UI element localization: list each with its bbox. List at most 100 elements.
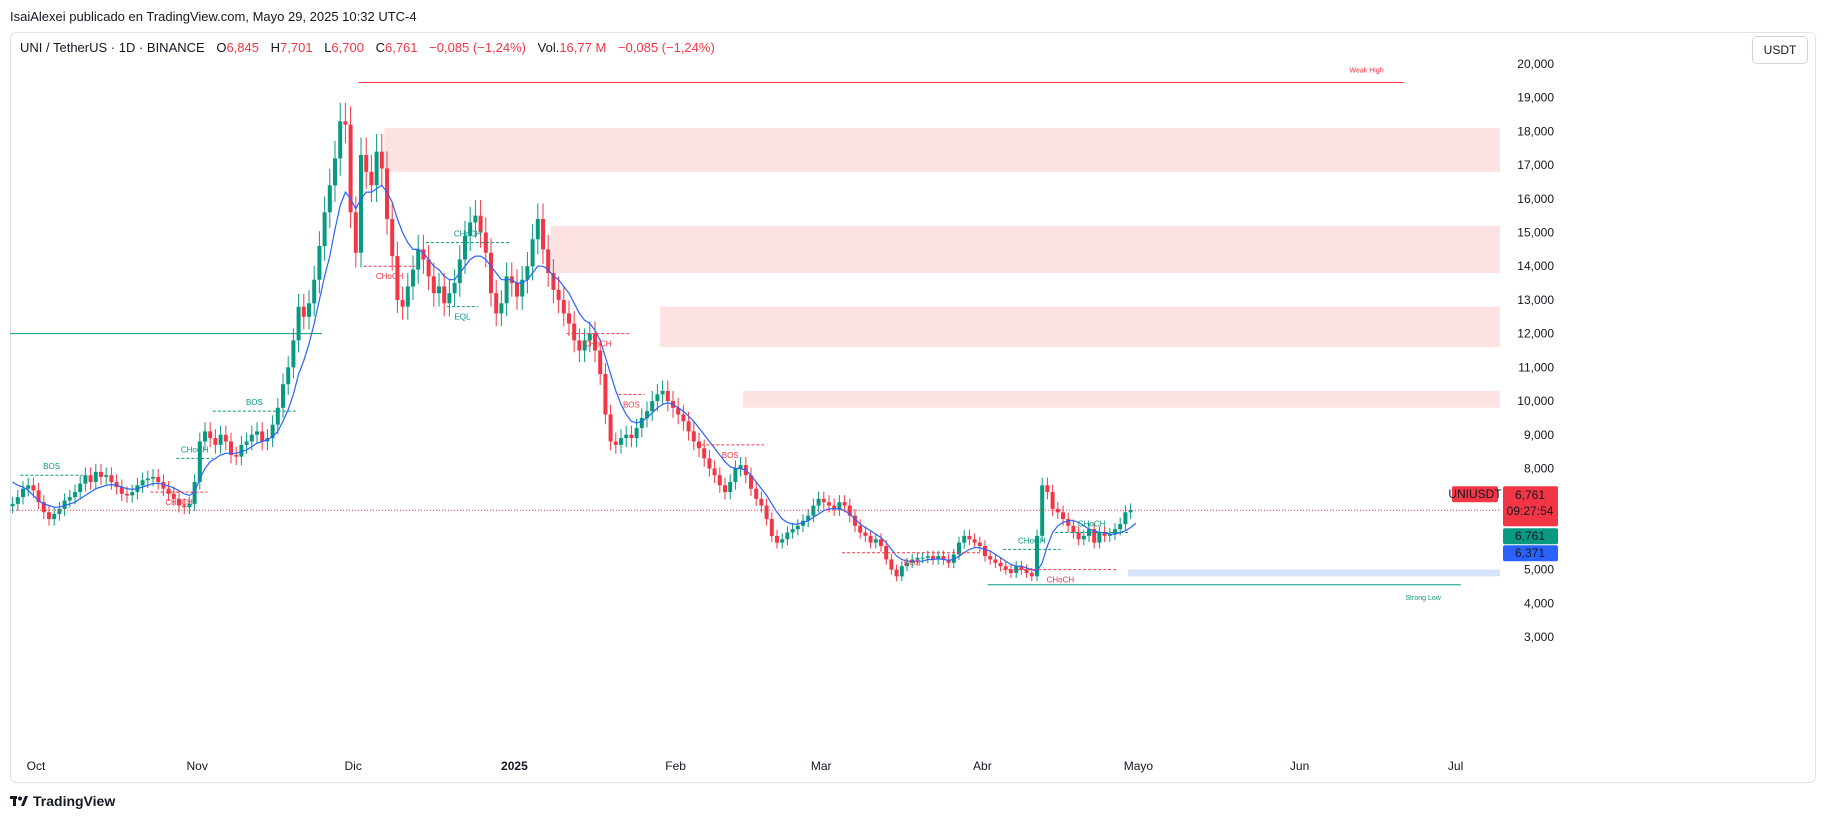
candle-body bbox=[203, 431, 207, 442]
candle-body bbox=[515, 283, 519, 297]
candle-body bbox=[62, 500, 67, 509]
levels-layer: Weak High Strong Low bbox=[10, 68, 1461, 602]
y-tick-label: 3,000 bbox=[1524, 630, 1554, 644]
candle-body bbox=[535, 219, 540, 240]
candle bbox=[613, 432, 618, 454]
candle-body bbox=[67, 497, 72, 501]
structure-label-5: CHoCH bbox=[376, 272, 404, 281]
candle bbox=[307, 290, 311, 330]
symbol-title[interactable]: UNI / TetherUS · 1D · BINANCE bbox=[20, 40, 205, 55]
candle-body bbox=[821, 498, 826, 503]
candle bbox=[1071, 519, 1076, 539]
candle bbox=[317, 231, 322, 294]
candle-body bbox=[879, 539, 883, 546]
x-tick-label: Jun bbox=[1290, 759, 1309, 773]
candle-body bbox=[421, 249, 426, 260]
candle-body bbox=[343, 121, 348, 125]
candle-body bbox=[156, 476, 161, 482]
candle-body bbox=[561, 299, 566, 314]
candle-body bbox=[988, 556, 993, 560]
candle-body bbox=[905, 562, 909, 567]
low-value: 6,700 bbox=[331, 40, 364, 55]
candle bbox=[629, 425, 634, 448]
candle bbox=[400, 286, 405, 320]
candle-body bbox=[936, 556, 941, 560]
candle bbox=[749, 467, 753, 497]
candle bbox=[593, 321, 597, 363]
candle-body bbox=[36, 490, 41, 503]
candle-body bbox=[478, 215, 483, 233]
candle-body bbox=[832, 505, 837, 509]
candle-body bbox=[785, 532, 790, 540]
candle-body bbox=[31, 485, 36, 491]
candle bbox=[239, 436, 244, 466]
ema-layer bbox=[12, 184, 1137, 573]
currency-selector[interactable]: USDT bbox=[1752, 36, 1808, 64]
supply-zone-1 bbox=[384, 128, 1500, 172]
candle-body bbox=[972, 539, 977, 543]
chart-pane[interactable] bbox=[10, 32, 1816, 783]
structure-label-14: CHoCH bbox=[1047, 576, 1075, 585]
candle bbox=[41, 495, 46, 520]
supply-zone-3 bbox=[660, 306, 1500, 348]
candle-body bbox=[1071, 525, 1076, 533]
candles-layer bbox=[10, 102, 1133, 582]
candle bbox=[473, 200, 478, 238]
candle bbox=[775, 529, 779, 549]
x-tick-label: Feb bbox=[665, 759, 686, 773]
candle-body bbox=[104, 475, 109, 477]
candle bbox=[899, 561, 904, 582]
candle-body bbox=[182, 505, 187, 508]
candle bbox=[1045, 477, 1050, 500]
candle-body bbox=[171, 493, 176, 499]
candle-body bbox=[281, 384, 285, 408]
candle-body bbox=[801, 520, 805, 526]
candle bbox=[494, 279, 499, 327]
candle-body bbox=[577, 340, 582, 351]
candle bbox=[468, 206, 473, 251]
candle-body bbox=[884, 545, 889, 560]
tradingview-logo[interactable]: TradingView bbox=[10, 793, 115, 809]
x-tick-label: Dic bbox=[345, 759, 362, 773]
candle bbox=[203, 422, 207, 451]
candle bbox=[338, 102, 343, 176]
candle bbox=[286, 356, 291, 395]
candle bbox=[140, 472, 145, 493]
candle-body bbox=[442, 286, 447, 304]
candle bbox=[21, 481, 25, 505]
candle bbox=[1097, 526, 1102, 549]
candle-body bbox=[457, 259, 462, 284]
y-tick-label: 4,000 bbox=[1524, 596, 1554, 610]
candle-body bbox=[723, 485, 727, 493]
candle-body bbox=[1045, 485, 1050, 493]
candle bbox=[36, 482, 41, 510]
candle bbox=[442, 272, 447, 317]
candle bbox=[858, 519, 863, 539]
candle bbox=[842, 495, 847, 513]
candle-body bbox=[754, 488, 759, 499]
candle-body bbox=[26, 485, 31, 489]
candle-body bbox=[15, 497, 20, 504]
candle-body bbox=[925, 556, 930, 558]
candle-body bbox=[764, 505, 769, 520]
candle-body bbox=[57, 508, 62, 514]
candle-body bbox=[52, 513, 57, 520]
candle-body bbox=[291, 340, 296, 368]
supply-zone-4 bbox=[743, 390, 1500, 408]
candle-body bbox=[1118, 524, 1123, 530]
candle bbox=[879, 533, 883, 552]
candle bbox=[421, 234, 426, 274]
candle bbox=[676, 397, 681, 425]
candle-body bbox=[691, 431, 696, 442]
candle-body bbox=[83, 475, 88, 484]
candle-body bbox=[275, 407, 280, 425]
candle bbox=[177, 491, 181, 513]
candle bbox=[93, 463, 98, 490]
candle-body bbox=[712, 468, 717, 476]
candle-body bbox=[665, 390, 670, 402]
open-label: O bbox=[216, 40, 227, 55]
candle-body bbox=[567, 313, 571, 324]
candle-body bbox=[795, 525, 800, 530]
close-price-value: 6,761 bbox=[1515, 529, 1545, 543]
